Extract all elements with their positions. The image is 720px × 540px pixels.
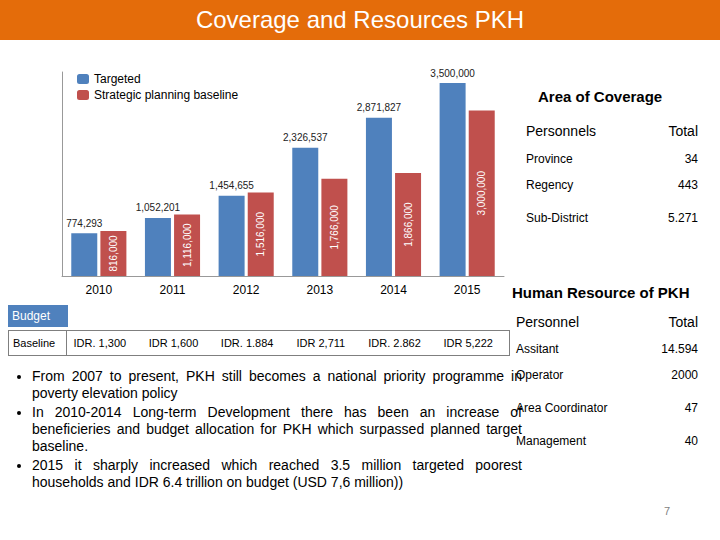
html-text:Operator: Operator — [516, 368, 564, 382]
html-text:443: 443 — [678, 178, 698, 192]
html-text:IDR. 2.862: IDR. 2.862 — [368, 337, 421, 349]
html-text:Baseline: Baseline — [13, 337, 56, 349]
svg-text:2010: 2010 — [85, 283, 112, 297]
html-text:Personnel: Personnel — [516, 314, 579, 330]
html-text:IDR. 1,300: IDR. 1,300 — [73, 337, 127, 349]
svg-text:2013: 2013 — [306, 283, 333, 297]
svg-text:2,326,537: 2,326,537 — [283, 132, 328, 143]
svg-text:1,766,000: 1,766,000 — [329, 205, 340, 250]
html-text:Assitant: Assitant — [516, 342, 559, 356]
html-text:IDR. 1.884: IDR. 1.884 — [220, 337, 274, 349]
svg-text:Strategic planning baseline: Strategic planning baseline — [94, 88, 238, 102]
svg-text:816,000: 816,000 — [108, 235, 119, 272]
svg-text:2012: 2012 — [233, 283, 260, 297]
html-text:Personnels: Personnels — [526, 123, 596, 139]
svg-text:Targeted: Targeted — [94, 72, 141, 86]
svg-text:3,500,000: 3,500,000 — [430, 68, 475, 79]
html-text:47: 47 — [684, 401, 698, 415]
svg-text:3,000,000: 3,000,000 — [476, 171, 487, 216]
html-text:Area Coordinator: Area Coordinator — [516, 401, 608, 415]
html-text:Area of Coverage: Area of Coverage — [538, 88, 663, 105]
html-text:Total: Total — [668, 314, 698, 330]
svg-text:1,052,201: 1,052,201 — [136, 202, 181, 213]
svg-text:1,516,000: 1,516,000 — [255, 212, 266, 257]
html-text:Management: Management — [516, 434, 586, 448]
svg-text:1,866,000: 1,866,000 — [403, 202, 414, 247]
html-text:40: 40 — [684, 434, 698, 448]
html-text:IDR 5,222: IDR 5,222 — [443, 337, 493, 349]
html-text:In 2010-2014 Long-term Develop: In 2010-2014 Long-term Development there… — [32, 404, 522, 454]
svg-text:2015: 2015 — [454, 283, 481, 297]
html-text:2015 it sharply increased whic: 2015 it sharply increased which reached … — [32, 457, 522, 490]
html-text:Budget: Budget — [12, 309, 50, 323]
html-text:7: 7 — [664, 505, 671, 517]
html-text:Province: Province — [526, 152, 573, 166]
html-text:34: 34 — [684, 152, 698, 166]
html-text:Regency: Regency — [526, 178, 574, 192]
html-text:5.271: 5.271 — [668, 211, 698, 225]
html-text:Coverage and Resources PKH: Coverage and Resources PKH — [195, 6, 525, 33]
html-text:From 2007 to present, PKH stil: From 2007 to present, PKH still becomes … — [32, 368, 522, 401]
html-text:2000: 2000 — [671, 368, 698, 382]
svg-text:2,871,827: 2,871,827 — [357, 102, 402, 113]
svg-text:2014: 2014 — [380, 283, 407, 297]
svg-text:2011: 2011 — [160, 283, 186, 297]
html-text:IDR 1,600: IDR 1,600 — [148, 337, 199, 349]
svg-text:1,454,655: 1,454,655 — [209, 180, 254, 191]
html-text:14.594: 14.594 — [661, 342, 698, 356]
html-text:Sub-District: Sub-District — [526, 211, 588, 225]
svg-text:774,293: 774,293 — [66, 218, 103, 229]
html-text:Human Resource of PKH: Human Resource of PKH — [512, 284, 690, 301]
html-text:Total: Total — [668, 123, 698, 139]
html-text:IDR 2,711: IDR 2,711 — [296, 337, 346, 349]
svg-text:1,116,000: 1,116,000 — [182, 223, 193, 267]
